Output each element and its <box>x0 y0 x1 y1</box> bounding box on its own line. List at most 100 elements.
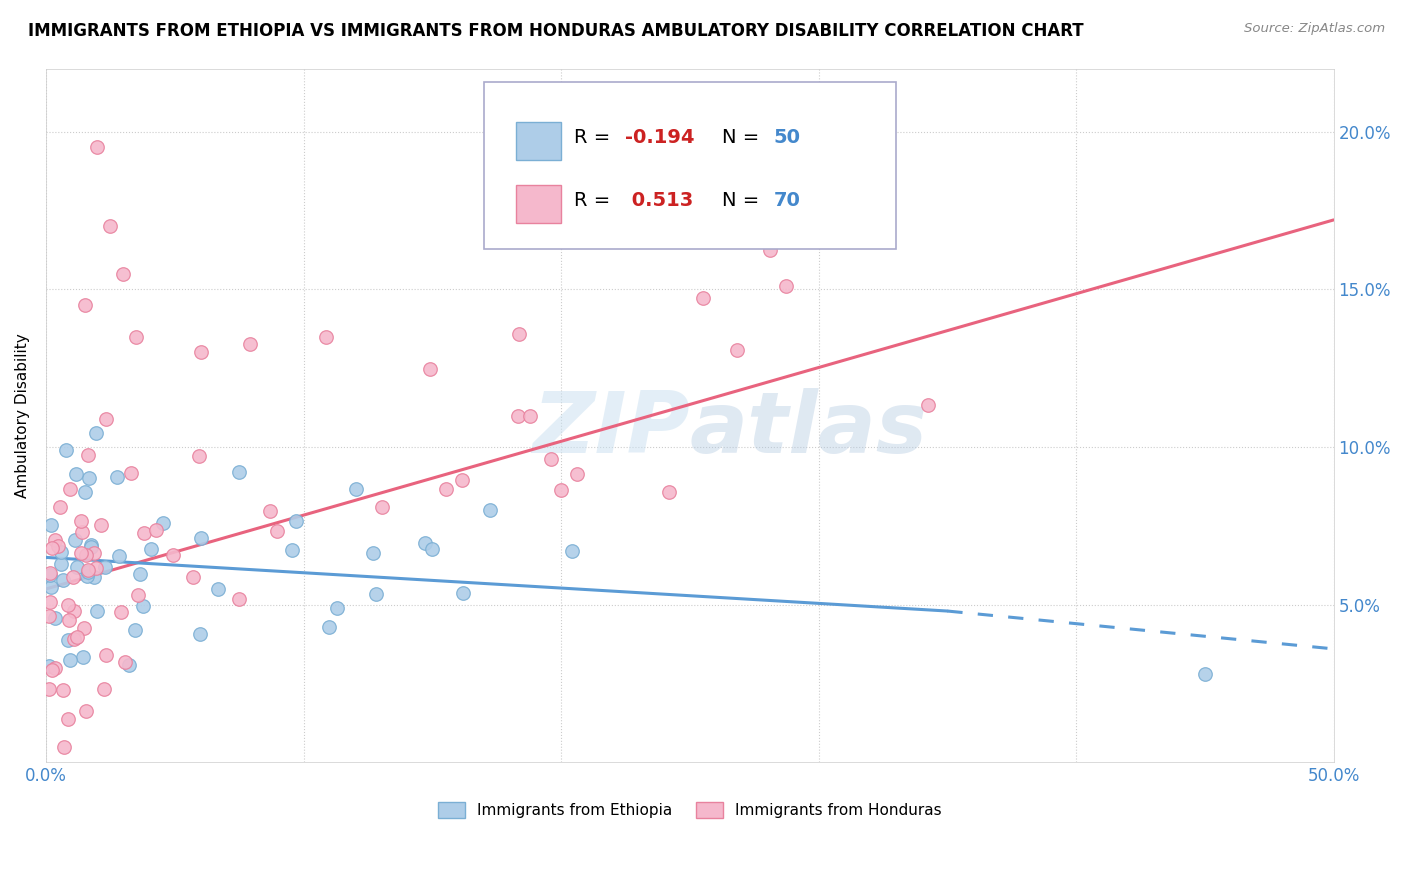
Point <box>41 663 63 677</box>
Point <box>120 466 142 480</box>
Point <box>63 632 86 646</box>
Point <box>73 621 96 635</box>
Point <box>80 538 103 552</box>
Point <box>65 533 87 548</box>
Point <box>561 543 583 558</box>
Point <box>62 570 84 584</box>
Point <box>77 563 100 577</box>
Point <box>207 582 229 596</box>
Point <box>725 343 748 358</box>
Text: R =: R = <box>574 128 616 147</box>
Point <box>65 467 87 481</box>
Text: -0.194: -0.194 <box>626 128 695 147</box>
Point <box>86 140 108 154</box>
Point <box>550 483 572 497</box>
Point <box>38 608 60 623</box>
Point <box>434 482 457 496</box>
Point <box>114 655 136 669</box>
Point <box>326 601 349 615</box>
Point <box>38 566 60 580</box>
Point <box>79 471 101 485</box>
Point <box>39 518 62 533</box>
Point <box>94 559 117 574</box>
Point <box>79 540 101 554</box>
Point <box>266 524 288 539</box>
Point <box>344 482 367 496</box>
Point <box>181 570 204 584</box>
Text: 50: 50 <box>773 128 800 147</box>
Point <box>56 598 79 612</box>
Point <box>371 500 394 514</box>
Point <box>658 485 681 500</box>
Text: IMMIGRANTS FROM ETHIOPIA VS IMMIGRANTS FROM HONDURAS AMBULATORY DISABILITY CORRE: IMMIGRANTS FROM ETHIOPIA VS IMMIGRANTS F… <box>28 22 1084 40</box>
Point <box>364 587 387 601</box>
Point <box>86 604 108 618</box>
Point <box>84 425 107 440</box>
Point <box>124 623 146 637</box>
Point <box>508 327 530 342</box>
Point <box>110 605 132 619</box>
Point <box>132 599 155 613</box>
Point <box>98 219 121 234</box>
Point <box>239 337 262 351</box>
Point <box>565 467 588 482</box>
Point <box>39 568 62 582</box>
Point <box>145 524 167 538</box>
Point <box>75 548 97 562</box>
Point <box>917 398 939 412</box>
Point <box>83 570 105 584</box>
Point <box>39 581 62 595</box>
Point <box>361 546 384 560</box>
Point <box>420 542 443 557</box>
Bar <box>516 185 561 223</box>
Point <box>775 278 797 293</box>
Text: ZIP: ZIP <box>533 388 690 471</box>
Point <box>540 452 562 467</box>
Point <box>105 469 128 483</box>
Point <box>478 503 501 517</box>
Point <box>152 516 174 530</box>
Point <box>228 591 250 606</box>
Point <box>70 514 93 528</box>
Point <box>77 448 100 462</box>
Point <box>73 298 96 312</box>
Point <box>125 329 148 343</box>
Point <box>228 466 250 480</box>
Text: R =: R = <box>574 191 616 210</box>
Point <box>280 543 302 558</box>
Point <box>451 586 474 600</box>
Point <box>41 541 63 555</box>
Point <box>759 243 782 257</box>
Point <box>76 569 98 583</box>
Point <box>56 633 79 648</box>
Point <box>55 443 77 458</box>
Bar <box>516 122 561 161</box>
Point <box>56 713 79 727</box>
Legend: Immigrants from Ethiopia, Immigrants from Honduras: Immigrants from Ethiopia, Immigrants fro… <box>432 796 948 824</box>
Point <box>118 657 141 672</box>
Point <box>519 409 541 423</box>
Point <box>66 559 89 574</box>
Point <box>90 518 112 533</box>
Point <box>70 546 93 560</box>
Point <box>190 344 212 359</box>
Y-axis label: Ambulatory Disability: Ambulatory Disability <box>15 333 30 498</box>
Point <box>94 412 117 426</box>
Text: 70: 70 <box>773 191 800 210</box>
Text: Source: ZipAtlas.com: Source: ZipAtlas.com <box>1244 22 1385 36</box>
Point <box>108 549 131 563</box>
Point <box>75 705 97 719</box>
Point <box>187 449 209 463</box>
Point <box>132 525 155 540</box>
Point <box>127 587 149 601</box>
Point <box>72 649 94 664</box>
Text: atlas: atlas <box>690 388 928 471</box>
Point <box>63 604 86 618</box>
Text: N =: N = <box>723 191 765 210</box>
Point <box>44 661 66 675</box>
Point <box>129 566 152 581</box>
Point <box>1194 667 1216 681</box>
Point <box>318 620 340 634</box>
Point <box>284 515 307 529</box>
Point <box>59 482 82 496</box>
